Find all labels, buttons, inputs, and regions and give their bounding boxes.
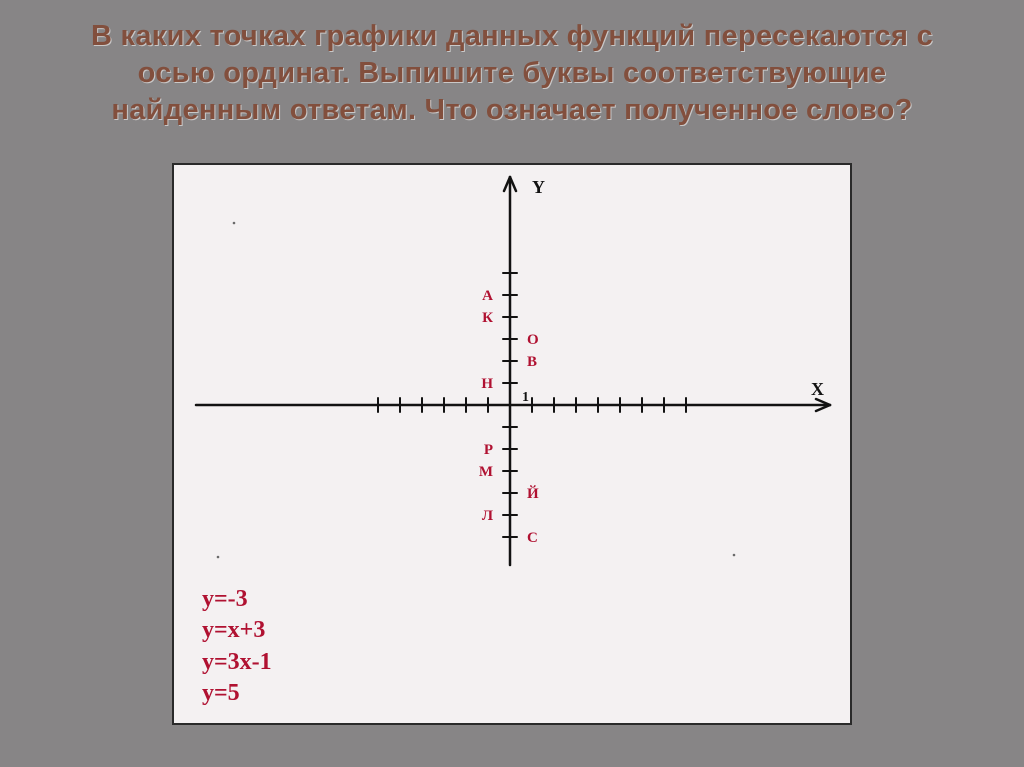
point-label-А: А (482, 288, 493, 304)
equation-4: y=5 (202, 678, 272, 709)
x-axis-label: X (811, 379, 824, 399)
unit-one-label: 1 (522, 390, 529, 405)
title-line-2: осью ординат. Выпишите буквы соответству… (20, 55, 1004, 92)
equation-2: y=x+3 (202, 615, 272, 646)
point-label-Л: Л (482, 508, 493, 524)
point-label-Р: Р (484, 442, 493, 458)
title-line-1: В каких точках графики данных функций пе… (20, 18, 1004, 55)
point-label-Н: Н (481, 376, 493, 392)
point-label-В: В (527, 354, 537, 370)
point-label-О: О (527, 332, 539, 348)
equation-1: y=-3 (202, 584, 272, 615)
point-label-С: С (527, 530, 538, 546)
equation-3: y=3x-1 (202, 647, 272, 678)
graph-panel: Y X 1 АК ОВ Н РМ Й Л С y=-3 y=x+3 y=3x-1 y=5 (172, 163, 852, 725)
axes-chart: Y X 1 АК ОВ Н РМ Й Л С (174, 165, 850, 605)
slide-title: В каких точках графики данных функций пе… (0, 0, 1024, 137)
title-line-3: найденным ответам. Что означает полученн… (20, 92, 1004, 129)
slide-root: В каких точках графики данных функций пе… (0, 0, 1024, 767)
y-axis-label: Y (532, 177, 545, 197)
point-label-Й: Й (527, 485, 539, 502)
point-label-М: М (479, 464, 493, 480)
point-label-К: К (482, 310, 493, 326)
equations-list: y=-3 y=x+3 y=3x-1 y=5 (202, 584, 272, 709)
